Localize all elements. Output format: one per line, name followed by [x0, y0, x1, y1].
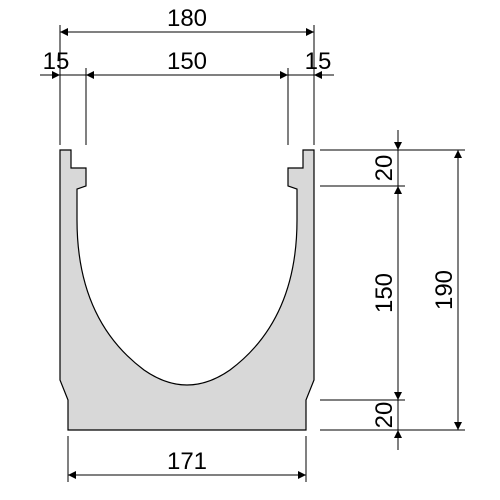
channel-profile	[60, 150, 314, 430]
dim-label: 15	[43, 48, 70, 75]
dim-label: 150	[167, 48, 207, 75]
dim-bottom: 171	[68, 448, 306, 475]
channel-cross-section-drawing: 180 15 150 15 20 150 20 190 171	[0, 0, 500, 500]
extension-lines-top	[60, 25, 314, 145]
dim-label: 171	[167, 448, 207, 475]
dim-top-split: 15 150 15	[40, 48, 334, 75]
dim-right-inner: 20 150 20	[371, 130, 398, 450]
dim-label: 20	[371, 402, 398, 429]
dim-right-outer: 190	[431, 150, 458, 430]
dim-top-total: 180	[60, 5, 314, 32]
dim-label: 180	[167, 5, 207, 32]
dim-label: 150	[371, 273, 398, 313]
dim-label: 20	[371, 155, 398, 182]
dim-label: 190	[431, 270, 458, 310]
dim-label: 15	[305, 48, 332, 75]
